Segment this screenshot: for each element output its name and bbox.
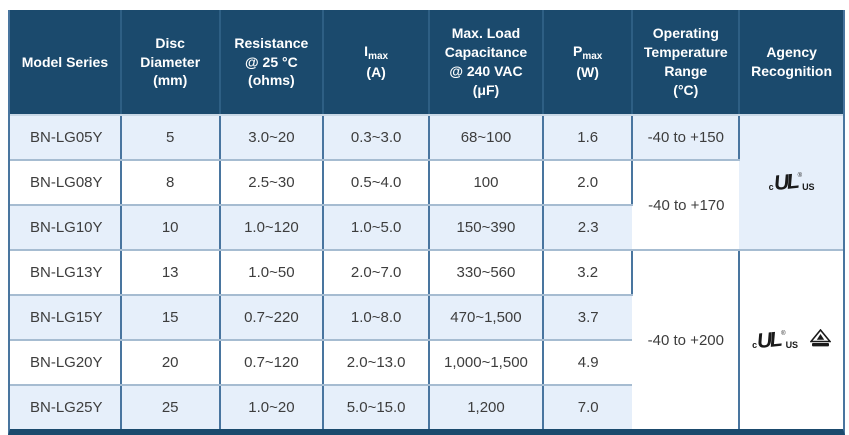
ul-registered-symbol: ® [781, 330, 786, 337]
cell-capacitance: 150~390 [429, 205, 544, 251]
cell-resistance: 0.7~220 [219, 295, 325, 341]
cell-resistance: 3.0~20 [219, 115, 325, 161]
table-row: BN-LG25Y 25 1.0~20 5.0~15.0 1,200 7.0 [10, 385, 843, 429]
cell-imax: 2.0~7.0 [323, 250, 431, 296]
col-header-temperature-range: Operating Temperature Range (°C) [632, 10, 741, 116]
cell-model: BN-LG25Y [10, 385, 122, 429]
cell-resistance: 1.0~120 [219, 205, 325, 251]
cell-disc-diameter: 8 [120, 160, 221, 206]
col-header-disc-diameter: Disc Diameter (mm) [120, 10, 221, 116]
ul-registered-symbol: ® [797, 173, 803, 179]
cell-disc-diameter: 15 [120, 295, 221, 341]
cell-resistance: 1.0~20 [219, 385, 325, 429]
cell-pmax: 7.0 [542, 385, 633, 429]
cell-pmax: 3.7 [542, 295, 633, 341]
cell-pmax: 2.0 [542, 160, 634, 206]
table-row: BN-LG10Y 10 1.0~120 1.0~5.0 150~390 2.3 [10, 205, 843, 251]
cell-imax: 2.0~13.0 [323, 340, 431, 386]
pmax-subscript: max [582, 50, 603, 62]
cell-pmax: 4.9 [542, 340, 633, 386]
cell-disc-diameter: 25 [120, 385, 221, 429]
cell-disc-diameter: 20 [120, 340, 221, 386]
pmax-symbol: P [572, 42, 583, 59]
imax-symbol: I [364, 42, 369, 59]
col-header-imax: Imax (A) [323, 10, 431, 116]
cell-imax: 5.0~15.0 [323, 385, 431, 429]
spec-table: Model Series Disc Diameter (mm) Resistan… [10, 10, 843, 429]
ul-us-label: US [785, 339, 799, 350]
cell-model: BN-LG08Y [10, 160, 122, 206]
col-header-resistance: Resistance @ 25 °C (ohms) [219, 10, 325, 116]
cell-disc-diameter: 13 [120, 250, 221, 296]
cell-model: BN-LG15Y [10, 295, 122, 341]
cell-model: BN-LG10Y [10, 205, 122, 251]
cell-resistance: 2.5~30 [219, 160, 325, 206]
pmax-unit: (W) [576, 64, 599, 81]
cell-agency-recognition: c UL ® US [739, 115, 843, 251]
cell-capacitance: 100 [429, 160, 544, 206]
cell-disc-diameter: 10 [120, 205, 221, 251]
cell-temperature-range: -40 to +200 [632, 250, 741, 429]
triangle-certification-icon [809, 328, 832, 351]
table-row: BN-LG13Y 13 1.0~50 2.0~7.0 330~560 3.2 -… [10, 250, 843, 429]
cul-us-mark-icon: c UL ® US [768, 169, 815, 196]
cell-model: BN-LG13Y [10, 250, 122, 296]
table-row: BN-LG08Y 8 2.5~30 0.5~4.0 100 2.0 -40 to… [10, 160, 843, 251]
ul-monogram: UL [756, 327, 782, 353]
cell-model: BN-LG20Y [10, 340, 122, 386]
cell-pmax: 2.3 [542, 205, 633, 251]
ul-c-label: c [768, 182, 774, 192]
cell-capacitance: 68~100 [429, 115, 544, 161]
imax-subscript: max [368, 50, 389, 62]
table-row: BN-LG20Y 20 0.7~120 2.0~13.0 1,000~1,500… [10, 340, 843, 386]
spec-table-container: Model Series Disc Diameter (mm) Resistan… [8, 10, 845, 435]
ul-us-label: US [802, 182, 815, 192]
ul-monogram: UL [772, 169, 798, 196]
cell-capacitance: 1,000~1,500 [429, 340, 544, 386]
cell-imax: 0.5~4.0 [323, 160, 431, 206]
cell-temperature-range: -40 to +170 [632, 160, 740, 251]
table-row: BN-LG15Y 15 0.7~220 1.0~8.0 470~1,500 3.… [10, 295, 843, 341]
cell-capacitance: 330~560 [429, 250, 544, 296]
cell-imax: 1.0~5.0 [323, 205, 431, 251]
table-row: BN-LG05Y 5 3.0~20 0.3~3.0 68~100 1.6 -40… [10, 115, 843, 251]
cell-capacitance: 470~1,500 [429, 295, 544, 341]
cell-disc-diameter: 5 [120, 115, 221, 161]
cell-model: BN-LG05Y [10, 115, 122, 161]
cell-pmax: 3.2 [542, 250, 634, 296]
cell-resistance: 1.0~50 [219, 250, 325, 296]
ul-c-label: c [752, 339, 758, 350]
cell-temperature-range: -40 to +150 [632, 115, 741, 161]
cell-imax: 1.0~8.0 [323, 295, 431, 341]
cell-imax: 0.3~3.0 [323, 115, 431, 161]
col-header-capacitance: Max. Load Capacitance @ 240 VAC (μF) [429, 10, 544, 116]
cell-agency-recognition: c UL ® US [739, 250, 843, 429]
cell-capacitance: 1,200 [429, 385, 544, 429]
cell-pmax: 1.6 [542, 115, 634, 161]
cell-resistance: 0.7~120 [219, 340, 325, 386]
col-header-agency-recognition: Agency Recognition [739, 10, 843, 116]
header-row: Model Series Disc Diameter (mm) Resistan… [10, 10, 843, 116]
col-header-pmax: Pmax (W) [542, 10, 634, 116]
imax-unit: (A) [366, 64, 386, 81]
col-header-model-series: Model Series [10, 10, 122, 116]
cul-us-mark-icon: c UL ® US [752, 327, 799, 353]
